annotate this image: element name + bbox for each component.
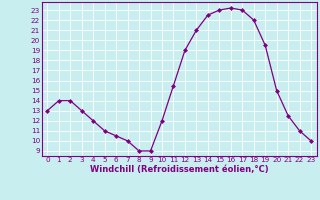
X-axis label: Windchill (Refroidissement éolien,°C): Windchill (Refroidissement éolien,°C) (90, 165, 268, 174)
